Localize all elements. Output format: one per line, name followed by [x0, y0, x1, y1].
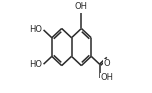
Text: HO: HO — [29, 60, 42, 69]
Text: HO: HO — [29, 25, 42, 34]
Text: O: O — [104, 59, 110, 68]
Text: OH: OH — [75, 2, 88, 11]
Text: OH: OH — [101, 73, 114, 82]
